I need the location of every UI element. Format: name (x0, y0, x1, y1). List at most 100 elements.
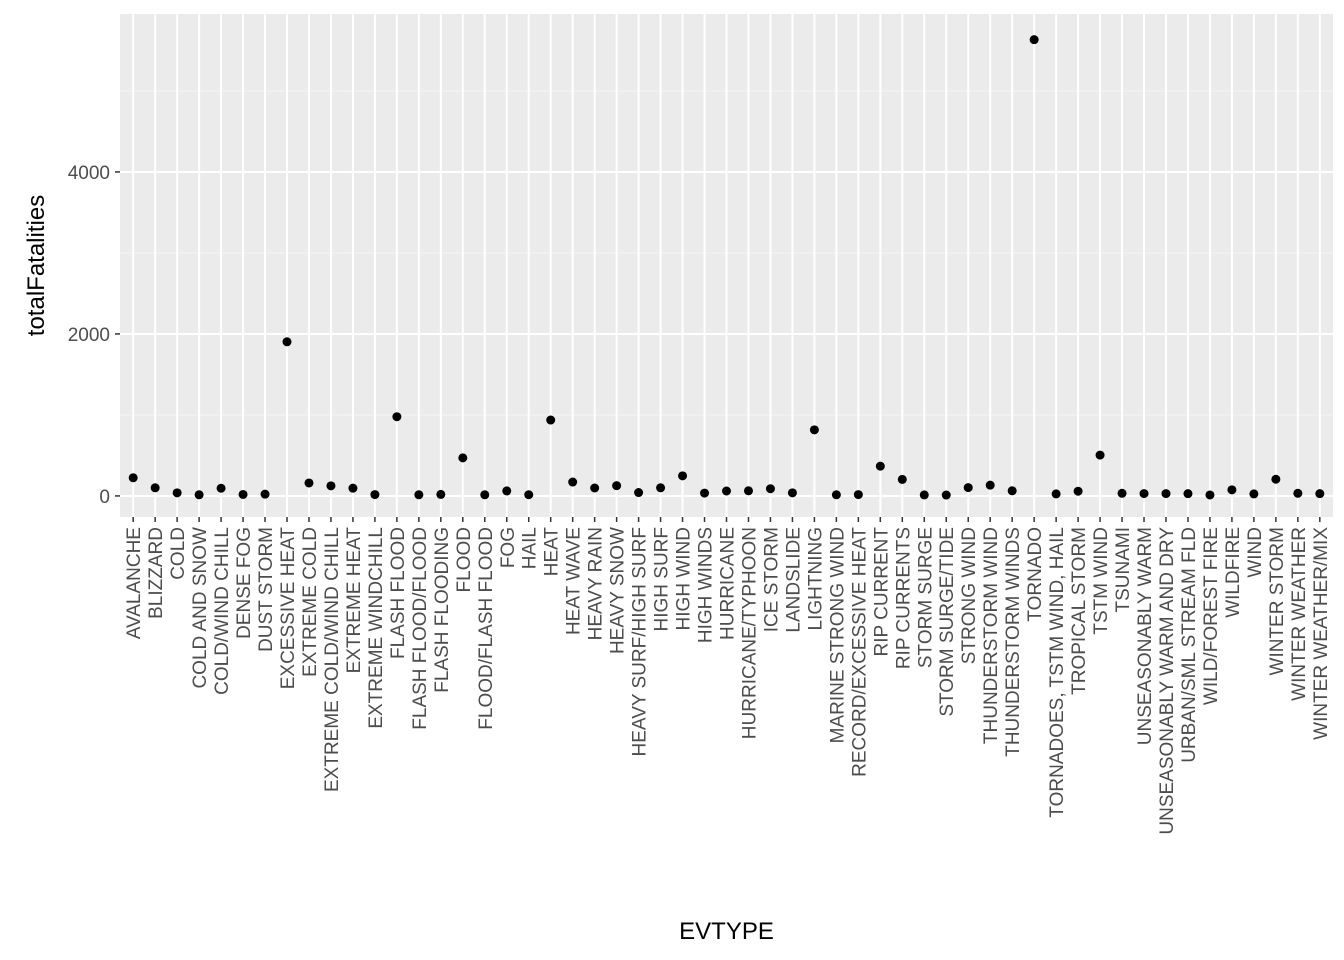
x-tick-label: HIGH WIND (674, 527, 695, 630)
x-tick-label: HEAVY SNOW (608, 527, 629, 654)
data-point (1205, 490, 1215, 500)
x-tick-label: COLD/WIND CHILL (212, 527, 233, 695)
data-point (1139, 489, 1149, 499)
x-tick-label: THUNDERSTORM WIND (981, 527, 1002, 744)
data-point (1095, 450, 1105, 460)
data-points (128, 35, 1325, 500)
x-tick-label: LANDSLIDE (783, 527, 804, 633)
x-tick-label: STORM SURGE (915, 527, 936, 668)
x-tick-label: TORNADOES, TSTM WIND, HAIL (1047, 527, 1068, 818)
data-point (172, 488, 182, 498)
x-tick-label: FLASH FLOODING (432, 527, 453, 693)
x-tick-label: ICE STORM (761, 527, 782, 632)
data-point (1161, 489, 1171, 499)
x-tick-label: MARINE STRONG WIND (827, 527, 848, 743)
x-tick-label: RIP CURRENT (871, 527, 892, 657)
x-axis: AVALANCHE BLIZZARD COLD COLD AND SNOW COLD/W… (124, 517, 1332, 835)
x-tick-label: COLD (168, 527, 189, 580)
x-tick-label: RECORD/EXCESSIVE HEAT (849, 527, 870, 777)
x-tick-label: HURRICANE/TYPHOON (739, 527, 760, 739)
x-tick-label: HEAT (542, 527, 563, 577)
x-tick-label: TROPICAL STORM (1069, 527, 1090, 695)
data-point (590, 483, 600, 493)
data-point (985, 480, 995, 490)
x-tick-label: BLIZZARD (146, 527, 167, 619)
x-tick-label: HEAT WAVE (564, 527, 585, 635)
data-point (546, 415, 556, 425)
y-tick-label: 2000 (68, 325, 110, 346)
data-point (1029, 35, 1039, 45)
data-point (743, 486, 753, 496)
data-point (941, 490, 951, 500)
data-point (348, 483, 358, 493)
data-point (370, 490, 380, 500)
x-tick-label: FLOOD (454, 527, 475, 592)
data-point (678, 471, 688, 481)
x-tick-label: WINTER WEATHER (1289, 527, 1310, 701)
x-tick-label: HIGH SURF (652, 527, 673, 632)
x-tick-label: HURRICANE (718, 527, 739, 640)
x-axis-title: EVTYPE (679, 918, 774, 945)
data-point (656, 483, 666, 493)
x-tick-label: TSTM WIND (1091, 527, 1112, 635)
data-point (304, 478, 314, 488)
data-point (875, 461, 885, 471)
data-point (809, 425, 819, 435)
data-point (1117, 488, 1127, 498)
data-point (502, 486, 512, 496)
major-gridlines (120, 14, 1333, 517)
x-tick-label: WINTER WEATHER/MIX (1311, 527, 1332, 740)
data-point (326, 481, 336, 491)
data-point (1249, 489, 1259, 499)
x-tick-label: WIND (1245, 527, 1266, 578)
x-tick-label: WINTER STORM (1267, 527, 1288, 675)
x-tick-label: TORNADO (1025, 527, 1046, 622)
data-point (1183, 489, 1193, 499)
data-point (1227, 485, 1237, 495)
x-tick-label: EXTREME COLD (300, 527, 321, 677)
x-tick-label: UNSEASONABLY WARM AND DRY (1157, 527, 1178, 835)
data-point (853, 490, 863, 500)
x-tick-label: FLOOD/FLASH FLOOD (476, 527, 497, 730)
data-point (612, 481, 622, 491)
x-tick-label: THUNDERSTORM WINDS (1003, 527, 1024, 757)
data-point (128, 473, 138, 483)
x-tick-label: EXTREME WINDCHILL (366, 527, 387, 729)
x-tick-label: FOG (498, 527, 519, 568)
data-point (568, 477, 578, 487)
data-point (700, 488, 710, 498)
x-tick-label: DUST STORM (256, 527, 277, 652)
data-point (919, 490, 929, 500)
x-tick-label: WILDFIRE (1223, 527, 1244, 618)
x-tick-label: EXCESSIVE HEAT (278, 527, 299, 690)
x-tick-label: FLASH FLOOD (388, 527, 409, 659)
x-tick-label: TSUNAMI (1113, 527, 1134, 613)
data-point (831, 490, 841, 500)
x-tick-label: HAIL (520, 527, 541, 569)
x-tick-label: FLASH FLOOD/FLOOD (410, 527, 431, 730)
x-tick-label: STORM SURGE/TIDE (937, 527, 958, 717)
data-point (1293, 488, 1303, 498)
y-axis-title: totalFatalities (23, 195, 50, 336)
x-tick-label: HIGH WINDS (696, 527, 717, 643)
data-point (260, 489, 270, 499)
data-point (1073, 486, 1083, 496)
data-point (963, 483, 973, 493)
x-tick-label: COLD AND SNOW (190, 527, 211, 689)
x-tick-label: HEAVY RAIN (586, 527, 607, 640)
data-point (216, 483, 226, 493)
data-point (1315, 489, 1325, 499)
data-point (480, 490, 490, 500)
data-point (150, 483, 160, 493)
x-tick-label: WILD/FOREST FIRE (1201, 527, 1222, 705)
x-tick-label: RIP CURRENTS (893, 527, 914, 669)
data-point (765, 484, 775, 494)
y-tick-label: 4000 (68, 163, 110, 184)
y-axis: 0 2000 4000 (68, 163, 120, 508)
x-tick-label: LIGHTNING (805, 527, 826, 630)
x-tick-label: EXTREME HEAT (344, 527, 365, 674)
x-tick-label: HEAVY SURF/HIGH SURF (630, 527, 651, 756)
data-point (194, 490, 204, 500)
x-tick-label: DENSE FOG (234, 527, 255, 639)
